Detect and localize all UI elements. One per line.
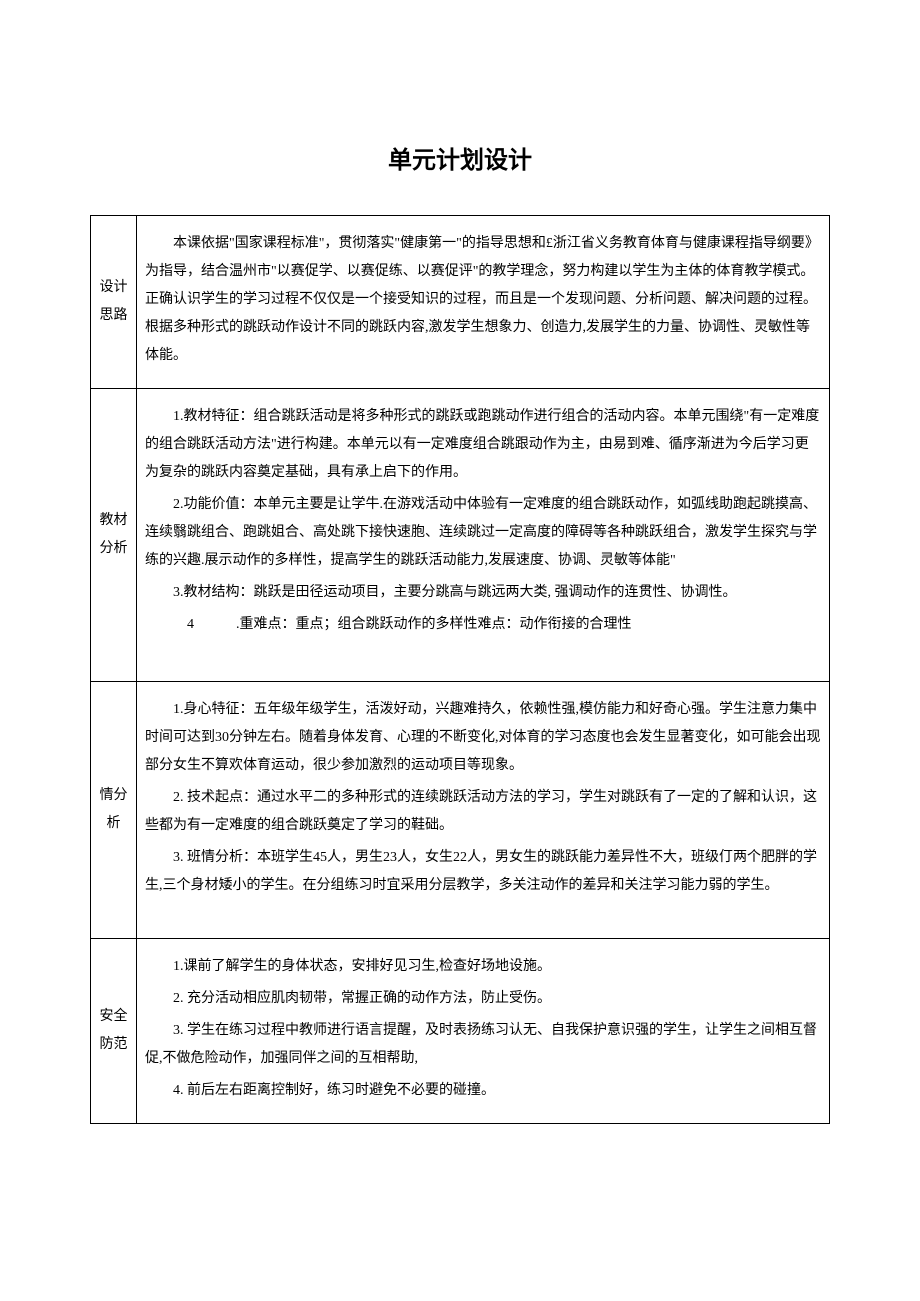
para-text: 1.身心特征：五年级年级学生，活泼好动，兴趣难持久，依赖性强,模仿能力和好奇心强… <box>145 696 821 780</box>
para-text: 1.课前了解学生的身体状态，安排好见习生,检查好场地设施。 <box>145 953 821 981</box>
row-content-analysis: 1.身心特征：五年级年级学生，活泼好动，兴趣难持久，依赖性强,模仿能力和好奇心强… <box>137 682 830 939</box>
para-text: 2. 充分活动相应肌肉韧带，常握正确的动作方法，防止受伤。 <box>145 985 821 1013</box>
para-text: 4 .重难点：重点；组合跳跃动作的多样性难点：动作衔接的合理性 <box>145 611 821 639</box>
table-row-analysis: 情分析 1.身心特征：五年级年级学生，活泼好动，兴趣难持久，依赖性强,模仿能力和… <box>91 682 830 939</box>
spacer <box>145 904 821 924</box>
para-text: 2.功能价值：本单元主要是让学牛.在游戏活动中体验有一定难度的组合跳跃动作，如弧… <box>145 491 821 575</box>
para-text: 3. 学生在练习过程中教师进行语言提醒，及时表扬练习认无、自我保护意识强的学生，… <box>145 1017 821 1073</box>
table-row-design: 设计思路 本课依据"国家课程标准"，贯彻落实"健康第一"的指导思想和£浙江省义务… <box>91 216 830 389</box>
table-row-safety: 安全防范 1.课前了解学生的身体状态，安排好见习生,检查好场地设施。 2. 充分… <box>91 939 830 1124</box>
para-text: 2. 技术起点：通过水平二的多种形式的连续跳跃活动方法的学习，学生对跳跃有了一定… <box>145 784 821 840</box>
row-content-design: 本课依据"国家课程标准"，贯彻落实"健康第一"的指导思想和£浙江省义务教育体育与… <box>137 216 830 389</box>
spacer <box>145 639 821 667</box>
para-text: 3. 班情分析：本班学生45人，男生23人，女生22人，男女生的跳跃能力差异性不… <box>145 844 821 900</box>
para-text: 1.教材特征：组合跳跃活动是将多种形式的跳跃或跑跳动作进行组合的活动内容。本单元… <box>145 403 821 487</box>
row-content-material: 1.教材特征：组合跳跃活动是将多种形式的跳跃或跑跳动作进行组合的活动内容。本单元… <box>137 389 830 682</box>
row-label-design: 设计思路 <box>91 216 137 389</box>
row-content-safety: 1.课前了解学生的身体状态，安排好见习生,检查好场地设施。 2. 充分活动相应肌… <box>137 939 830 1124</box>
page-title: 单元计划设计 <box>90 140 830 175</box>
row-label-analysis: 情分析 <box>91 682 137 939</box>
para-text: 4. 前后左右距离控制好，练习时避免不必要的碰撞。 <box>145 1077 821 1105</box>
para-text: 3.教材结构：跳跃是田径运动项目，主要分跳高与跳远两大类, 强调动作的连贯性、协… <box>145 579 821 607</box>
row-label-material: 教材分析 <box>91 389 137 682</box>
row-label-safety: 安全防范 <box>91 939 137 1124</box>
para-text: 本课依据"国家课程标准"，贯彻落实"健康第一"的指导思想和£浙江省义务教育体育与… <box>145 230 821 370</box>
main-table: 设计思路 本课依据"国家课程标准"，贯彻落实"健康第一"的指导思想和£浙江省义务… <box>90 215 830 1124</box>
table-row-material: 教材分析 1.教材特征：组合跳跃活动是将多种形式的跳跃或跑跳动作进行组合的活动内… <box>91 389 830 682</box>
